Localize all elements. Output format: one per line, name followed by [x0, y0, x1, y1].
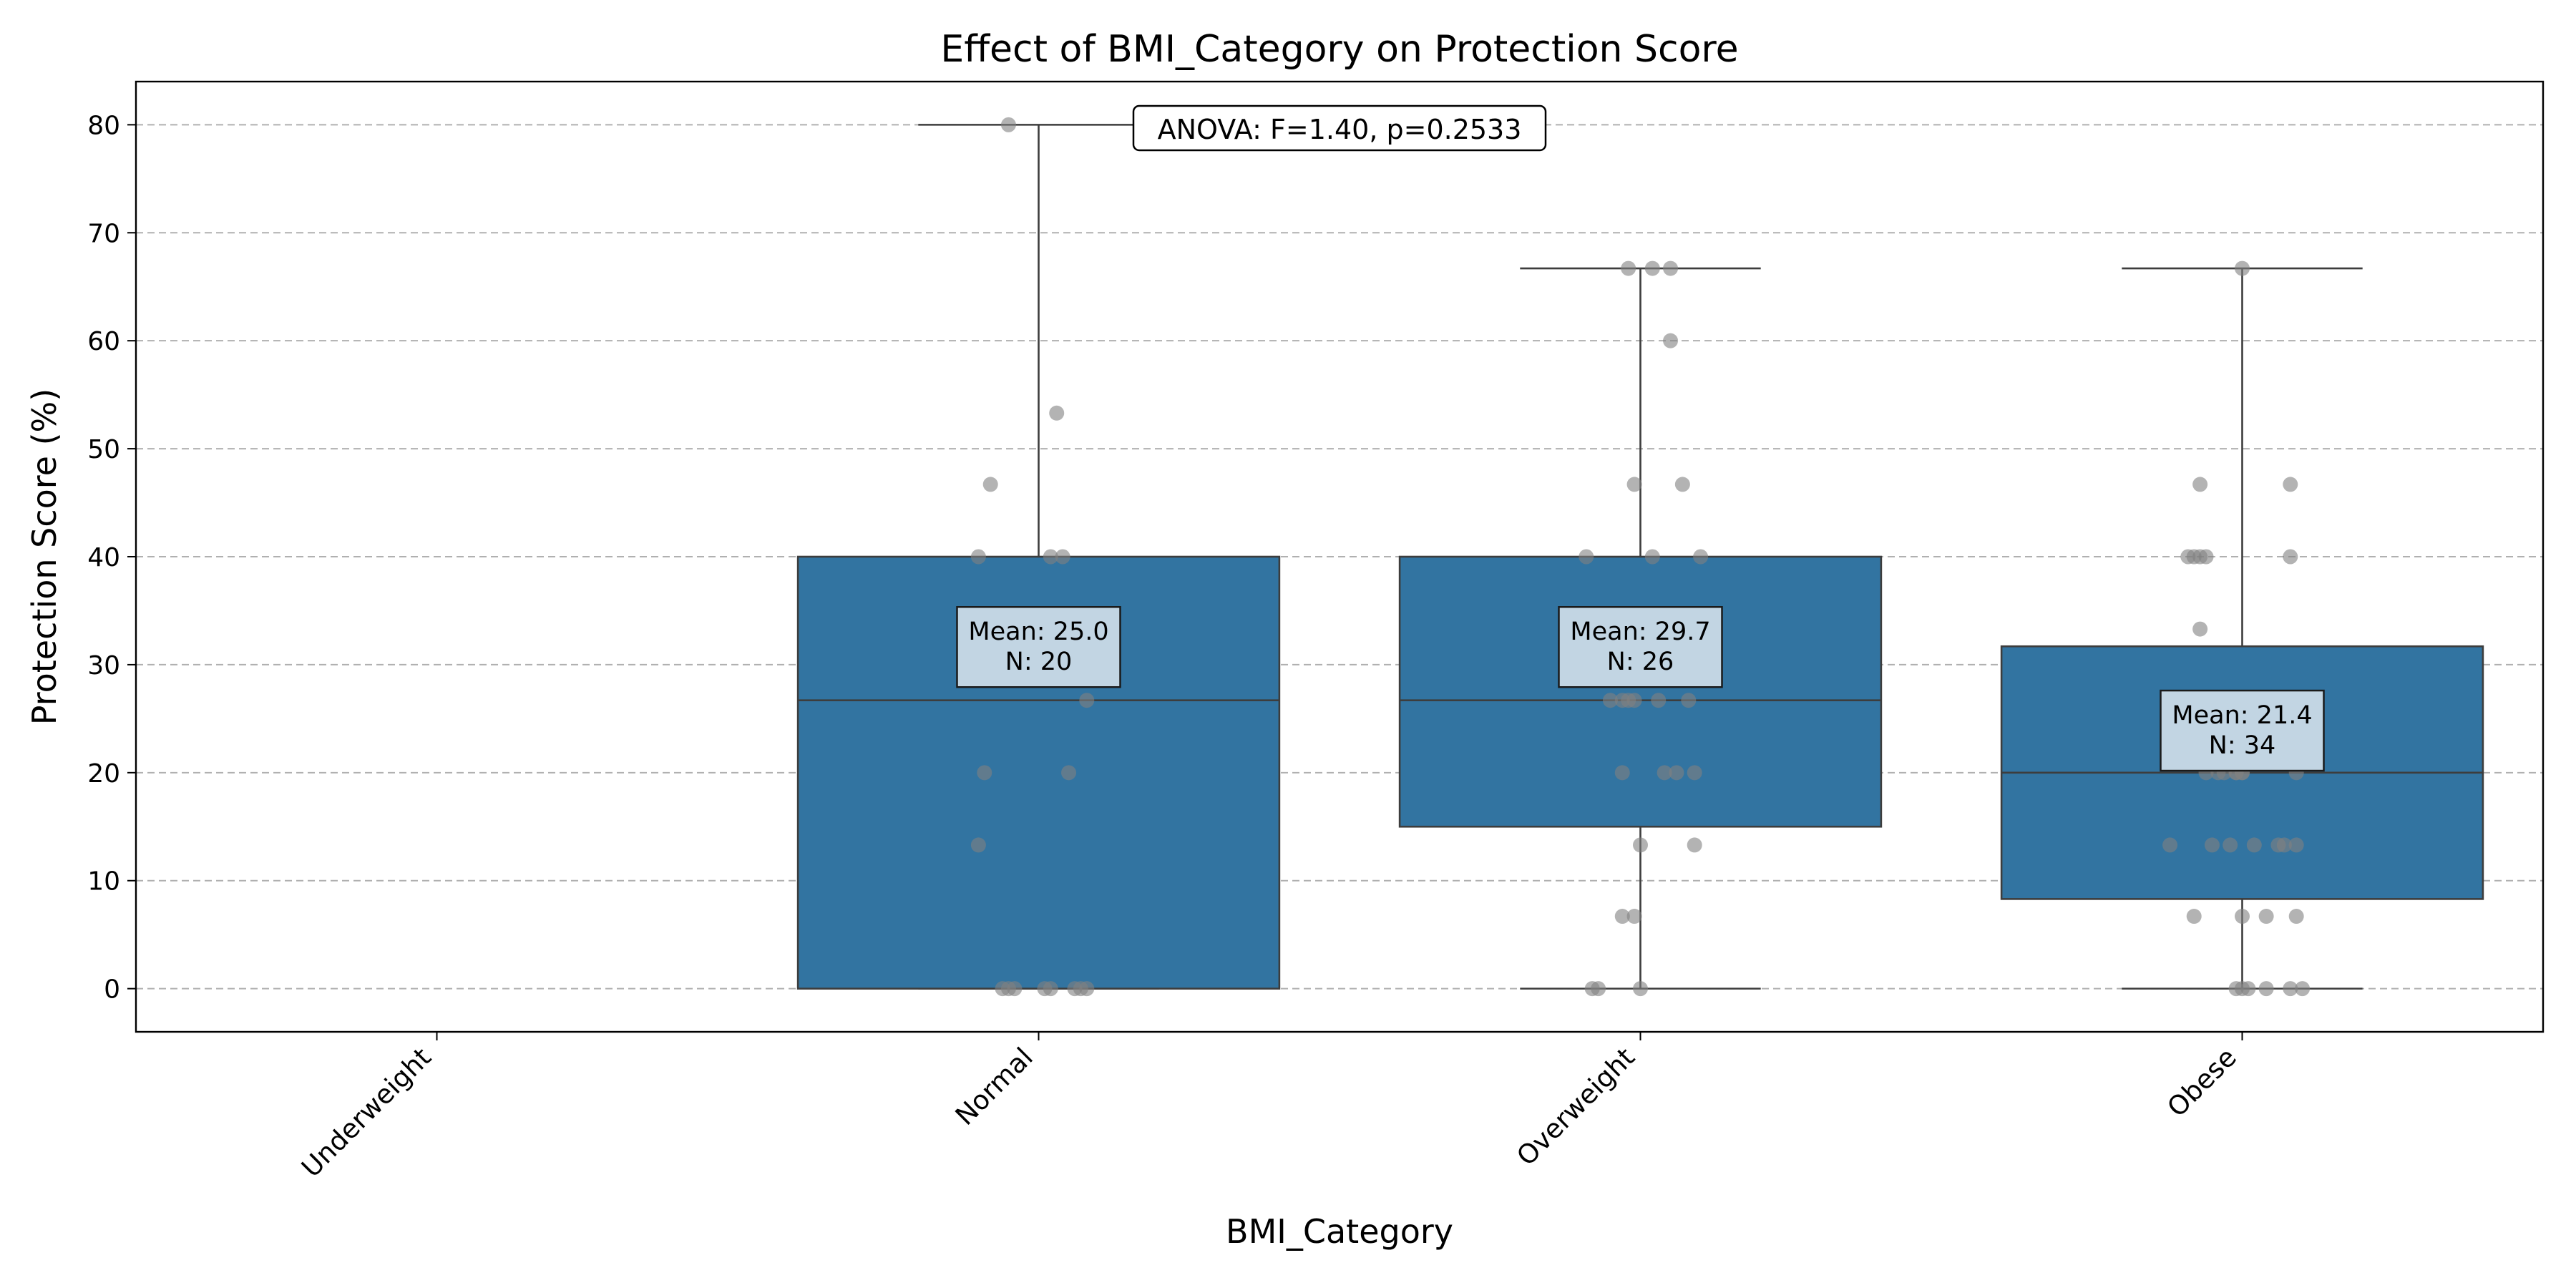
stat-box	[956, 605, 1121, 688]
data-point	[2192, 477, 2208, 492]
grid-lines	[136, 124, 2543, 990]
data-point	[1687, 837, 1702, 853]
box-iqr	[1398, 555, 1883, 828]
anova-box	[1132, 104, 1547, 152]
data-point	[1681, 693, 1697, 708]
data-point	[1657, 765, 1672, 781]
data-point	[2258, 981, 2274, 997]
data-point	[2192, 549, 2208, 565]
data-point	[1079, 981, 1095, 997]
data-point	[2276, 837, 2292, 853]
data-point	[982, 477, 998, 492]
data-point	[1674, 477, 1690, 492]
data-point	[1602, 693, 1618, 708]
x-axis-label: BMI_Category	[1226, 1212, 1453, 1251]
data-point	[2283, 981, 2298, 997]
stat-annotations: Mean: 25.0N: 20 Mean: 29.7N: 26 Mean: 21.4…	[956, 605, 2325, 772]
stat-mean-label: Mean: 29.7	[1570, 618, 1710, 646]
data-point	[2283, 477, 2298, 492]
y-tick-label: 60	[87, 327, 120, 356]
data-point	[1626, 909, 1642, 924]
stat-n-label: N: 34	[2209, 731, 2276, 760]
data-point	[1043, 981, 1058, 997]
data-point	[1626, 693, 1642, 708]
data-point	[1669, 765, 1684, 781]
data-point	[970, 837, 986, 853]
data-point	[1633, 981, 1648, 997]
data-point	[1644, 549, 1660, 565]
data-point	[2192, 621, 2208, 637]
data-point	[2288, 909, 2304, 924]
data-point	[2235, 909, 2250, 924]
stat-mean-label: Mean: 25.0	[968, 618, 1108, 646]
y-tick-label: 30	[87, 651, 120, 680]
data-point	[2223, 837, 2238, 853]
data-point	[1614, 909, 1630, 924]
box-plots	[796, 124, 2484, 990]
stat-n-label: N: 26	[1607, 648, 1674, 676]
data-point	[1626, 477, 1642, 492]
data-point	[2235, 981, 2250, 997]
data-point	[970, 549, 986, 565]
data-point	[1663, 333, 1679, 348]
data-point	[1663, 260, 1679, 276]
stat-mean-label: Mean: 21.4	[2172, 701, 2312, 730]
chart-title: Effect of BMI_Category on Protection Sco…	[940, 28, 1738, 71]
y-tick-label: 80	[87, 111, 120, 140]
data-point	[2186, 909, 2202, 924]
data-point	[1614, 765, 1630, 781]
data-point	[1007, 981, 1023, 997]
y-tick-label: 50	[87, 435, 120, 464]
y-tick-label: 10	[87, 867, 120, 897]
anova-annotation: ANOVA: F=1.40, p=0.2533	[1132, 104, 1547, 152]
data-point	[2162, 837, 2178, 853]
data-point	[2295, 981, 2311, 997]
data-point	[1633, 837, 1648, 853]
data-point	[1693, 549, 1709, 565]
y-axis-ticks: 0 10 20 30 40 50 60 70 80	[87, 111, 136, 1005]
data-point	[1579, 549, 1594, 565]
data-point	[1043, 549, 1058, 565]
data-point	[1055, 549, 1070, 565]
data-point	[1644, 260, 1660, 276]
data-point	[2288, 837, 2304, 853]
data-point	[2258, 909, 2274, 924]
data-point	[2283, 549, 2298, 565]
stat-n-label: N: 20	[1005, 648, 1073, 676]
data-point	[1049, 405, 1065, 421]
anova-text: ANOVA: F=1.40, p=0.2533	[1158, 114, 1522, 145]
data-point	[1061, 765, 1077, 781]
data-point	[1687, 765, 1702, 781]
stat-box	[1558, 605, 1723, 688]
stat-box	[2160, 689, 2325, 772]
y-axis-label: Protection Score (%)	[25, 389, 64, 725]
data-point	[1584, 981, 1600, 997]
data-point	[977, 765, 992, 781]
y-tick-label: 20	[87, 759, 120, 789]
data-point	[1000, 117, 1016, 132]
data-point	[2235, 260, 2250, 276]
y-tick-label: 70	[87, 219, 120, 248]
data-point	[2204, 837, 2220, 853]
data-point	[1651, 693, 1667, 708]
y-tick-label: 0	[104, 975, 120, 1005]
data-point	[1621, 260, 1636, 276]
y-tick-label: 40	[87, 543, 120, 572]
data-point	[2246, 837, 2262, 853]
data-point	[1079, 693, 1095, 708]
